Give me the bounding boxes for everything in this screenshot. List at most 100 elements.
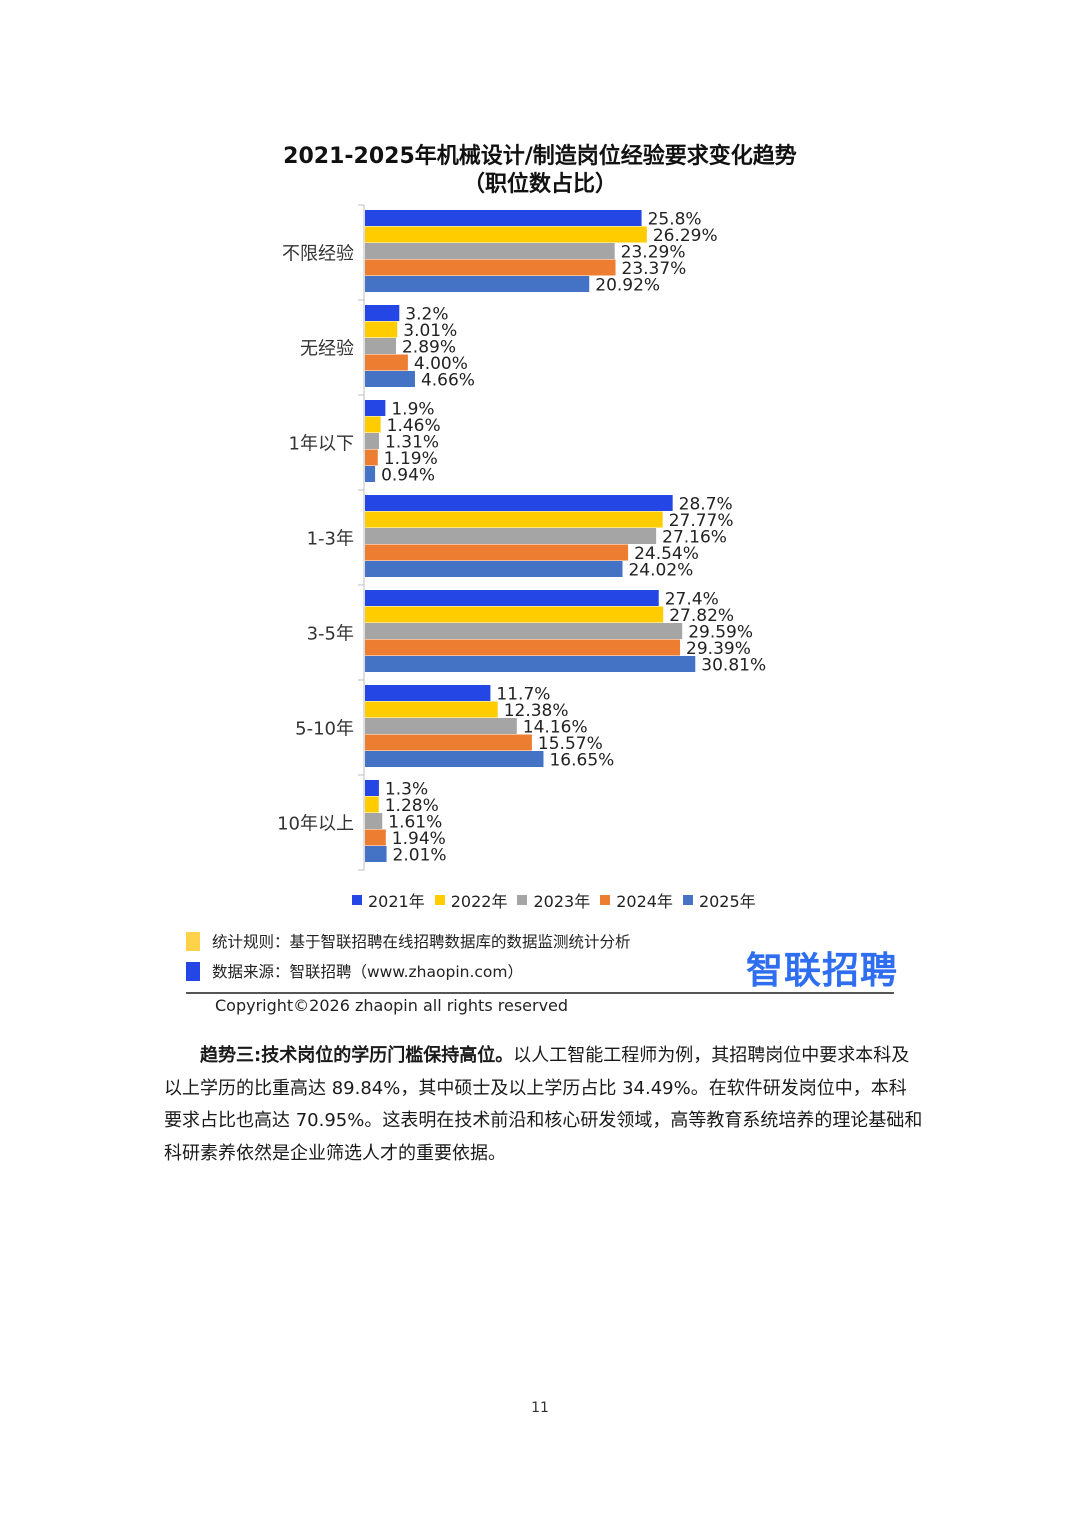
data-label: 24.54% [634, 544, 699, 564]
data-label: 27.77% [669, 511, 734, 531]
legend-label: 2021年 [368, 892, 425, 911]
data-label: 23.29% [621, 243, 686, 263]
bar-2022年 [365, 321, 398, 338]
bar-2021年 [365, 495, 673, 511]
bar-2023年 [365, 813, 383, 829]
bar-2023年 [365, 243, 615, 259]
bar-2025年 [365, 846, 387, 862]
data-label: 1.3% [385, 780, 428, 800]
divider [186, 992, 894, 994]
bar-2022年 [365, 226, 647, 243]
data-label: 14.16% [523, 718, 588, 738]
data-label: 23.37% [622, 259, 687, 279]
bar-2025年 [365, 561, 623, 577]
bar-2025年 [365, 751, 544, 767]
legend-item: 2024年 [600, 888, 673, 912]
data-label: 3.2% [405, 305, 448, 325]
stat-rule-text: 统计规则：基于智联招聘在线招聘数据库的数据监测统计分析 [212, 933, 631, 951]
legend-swatch-icon [434, 895, 445, 905]
legend-swatch-icon [600, 895, 611, 905]
zhaopin-logo: 智联招聘 [746, 949, 898, 992]
bar-2022年 [365, 511, 663, 528]
legend-label: 2024年 [616, 892, 673, 911]
data-label: 1.46% [387, 416, 441, 436]
bar-2024年 [365, 259, 616, 276]
trend-body: 以人工智能工程师为例，其招聘岗位中要求本科及以上学历的比重高达 89.84%，其… [164, 1045, 923, 1164]
bar-2022年 [365, 796, 379, 813]
category-label: 5-10年 [295, 719, 354, 740]
bar-2024年 [365, 354, 408, 371]
legend-item: 2023年 [517, 888, 590, 912]
bar-2021年 [365, 400, 386, 416]
bar-2023年 [365, 623, 683, 639]
blue-marker-icon [186, 961, 200, 981]
data-label: 2.89% [402, 338, 456, 358]
category-label: 无经验 [300, 339, 354, 360]
bar-2024年 [365, 449, 378, 466]
bar-2025年 [365, 466, 376, 482]
data-label: 16.65% [549, 751, 614, 771]
bar-2021年 [365, 590, 659, 606]
trend-paragraph: 趋势三:技术岗位的学历门槛保持高位。以人工智能工程师为例，其招聘岗位中要求本科及… [164, 1040, 924, 1170]
category-label: 1-3年 [307, 529, 354, 550]
bar-2023年 [365, 528, 657, 544]
legend-item: 2025年 [682, 888, 756, 912]
bar-2021年 [365, 780, 379, 796]
bar-2024年 [365, 734, 532, 751]
bar-2023年 [365, 433, 380, 449]
bar-2022年 [365, 606, 664, 623]
bar-2021年 [365, 305, 400, 321]
data-source-text: 数据来源：智联招聘（www.zhaopin.com） [212, 963, 523, 981]
bar-2024年 [365, 639, 681, 656]
bar-2025年 [365, 371, 415, 387]
data-label: 2.01% [393, 846, 447, 866]
bar-2024年 [365, 829, 386, 846]
legend-label: 2025年 [698, 892, 756, 911]
bar-2022年 [365, 416, 381, 433]
category-label: 1年以下 [289, 434, 354, 455]
bar-2021年 [365, 685, 491, 701]
data-label: 1.31% [385, 433, 439, 453]
data-label: 24.02% [628, 561, 693, 581]
chart-subtitle: （职位数占比） [462, 172, 617, 197]
legend-swatch-icon [682, 895, 693, 905]
data-label: 1.9% [391, 400, 434, 420]
data-label: 29.39% [686, 639, 751, 659]
data-label: 30.81% [701, 656, 766, 676]
bar-2022年 [365, 701, 498, 718]
legend-item: 2022年 [434, 888, 508, 912]
data-label: 25.8% [648, 210, 702, 230]
legend-label: 2023年 [533, 892, 591, 911]
data-label: 1.61% [388, 813, 442, 833]
copyright-text: Copyright©2026 zhaopin all rights reserv… [215, 996, 569, 1015]
data-label: 0.94% [381, 466, 435, 486]
bar-chart: 不限经验 25.8%26.29%23.29%23.37%20.92% 无经验 3.2%… [277, 204, 766, 871]
legend-label: 2022年 [450, 892, 508, 911]
data-label: 20.92% [595, 276, 660, 296]
chart-title: 2021-2025年机械设计/制造岗位经验要求变化趋势 [283, 144, 797, 169]
category-label: 10年以上 [277, 814, 354, 835]
legend-item: 2021年 [352, 888, 425, 912]
legend-swatch-icon [352, 895, 362, 905]
legend-swatch-icon [517, 895, 528, 905]
data-label: 1.28% [385, 796, 439, 816]
bar-2023年 [365, 338, 396, 354]
data-label: 28.7% [679, 495, 733, 515]
chart-legend: 2021年 2022年 2023年 2024年 2025年 [352, 888, 766, 912]
data-label: 1.19% [384, 449, 438, 469]
data-label: 27.4% [665, 590, 719, 610]
data-label: 1.94% [392, 829, 446, 849]
data-label: 4.00% [414, 354, 468, 374]
bar-2025年 [365, 656, 696, 672]
bar-2023年 [365, 718, 517, 734]
data-label: 4.66% [421, 371, 475, 391]
bar-2024年 [365, 544, 629, 561]
data-source-note: 数据来源：智联招聘（www.zhaopin.com） [186, 960, 523, 982]
trend-heading: 趋势三:技术岗位的学历门槛保持高位。 [200, 1045, 514, 1066]
page-number: 11 [531, 1400, 549, 1416]
category-label: 不限经验 [282, 244, 354, 265]
yellow-marker-icon [186, 931, 200, 951]
data-label: 15.57% [538, 734, 603, 754]
data-label: 26.29% [653, 226, 718, 246]
